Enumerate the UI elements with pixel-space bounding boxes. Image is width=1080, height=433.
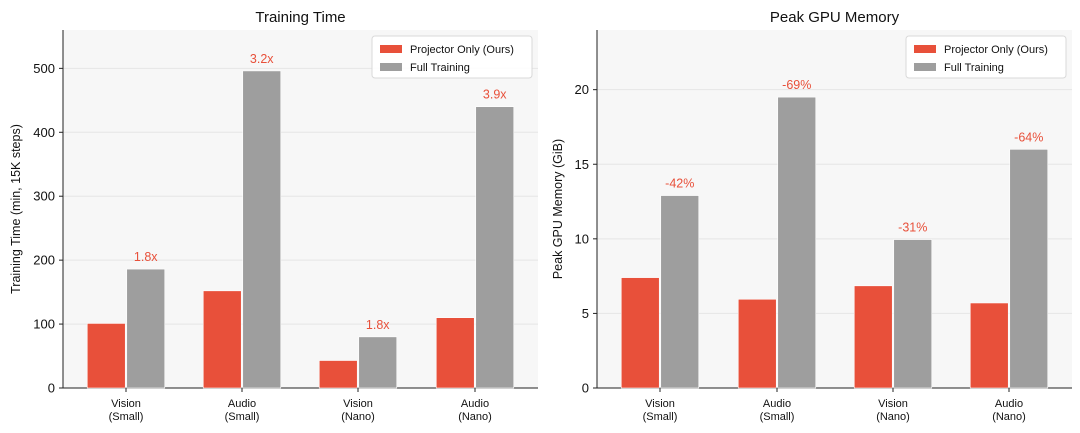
legend-entry: Projector Only (Ours) [410, 44, 514, 56]
x-tick-label: Vision (Nano) [341, 398, 375, 423]
bar-projector-only [620, 277, 660, 389]
legend [905, 35, 1067, 79]
y-tick-label: 500 [33, 61, 55, 76]
y-tick-label: 10 [575, 231, 589, 246]
legend-swatch [380, 45, 402, 53]
legend [371, 35, 533, 79]
bar-annotation: 1.8x [134, 250, 158, 264]
y-axis-label: Training Time (min, 15K steps) [9, 124, 23, 294]
legend-entry: Projector Only (Ours) [944, 44, 1048, 56]
bar-projector-only [202, 290, 242, 389]
bar-annotation: -69% [782, 78, 811, 92]
y-tick-label: 5 [582, 306, 589, 321]
bar-projector-only [969, 302, 1009, 389]
y-tick-label: 20 [575, 82, 589, 97]
x-tick-label: Vision (Nano) [876, 398, 910, 423]
y-tick-label: 200 [33, 253, 55, 268]
legend-entry: Full Training [944, 62, 1004, 74]
x-tick-label: Vision (Small) [643, 398, 678, 423]
bar-annotation: -64% [1014, 130, 1043, 144]
bar-projector-only [435, 317, 475, 389]
x-tick-label: Audio (Nano) [458, 398, 492, 423]
bar-full-training [660, 195, 700, 389]
bar-annotation: -31% [898, 221, 927, 235]
chart-title: Peak GPU Memory [770, 9, 900, 26]
legend-swatch [914, 63, 936, 71]
bar-full-training [242, 70, 282, 389]
legend-entry: Full Training [410, 62, 470, 74]
y-tick-label: 100 [33, 317, 55, 332]
bar-full-training [777, 96, 817, 389]
bar-annotation: -42% [665, 177, 694, 191]
bar-full-training [126, 268, 166, 389]
y-tick-label: 300 [33, 189, 55, 204]
bar-annotation: 3.2x [250, 52, 274, 66]
bar-projector-only [86, 323, 126, 389]
bar-annotation: 3.9x [483, 88, 507, 102]
bar-full-training [1009, 149, 1049, 389]
bar-projector-only [737, 298, 777, 389]
chart-panel-2: 0 5 10 15 20 Peak GPU Memory Peak GPU Memory (… [551, 9, 1072, 423]
x-tick-label: Audio (Nano) [992, 398, 1026, 423]
y-tick-label: 0 [582, 381, 589, 396]
x-tick-label: Audio (Small) [760, 398, 795, 423]
legend-swatch [914, 45, 936, 53]
y-tick-label: 0 [48, 381, 55, 396]
x-tick-label: Audio (Small) [225, 398, 260, 423]
chart-title: Training Time [255, 9, 345, 26]
y-tick-label: 400 [33, 125, 55, 140]
legend-swatch [380, 63, 402, 71]
bar-annotation: 1.8x [366, 318, 390, 332]
x-tick-label: Vision (Small) [109, 398, 144, 423]
bar-full-training [475, 106, 515, 389]
chart-panel-1: 0 100 200 300 400 500 Training Time Training Ti… [9, 9, 538, 423]
bar-full-training [893, 239, 933, 389]
y-tick-label: 15 [575, 157, 589, 172]
bar-projector-only [318, 360, 358, 389]
bar-full-training [358, 336, 398, 389]
y-axis-label: Peak GPU Memory (GiB) [551, 139, 565, 279]
bar-projector-only [853, 285, 893, 389]
